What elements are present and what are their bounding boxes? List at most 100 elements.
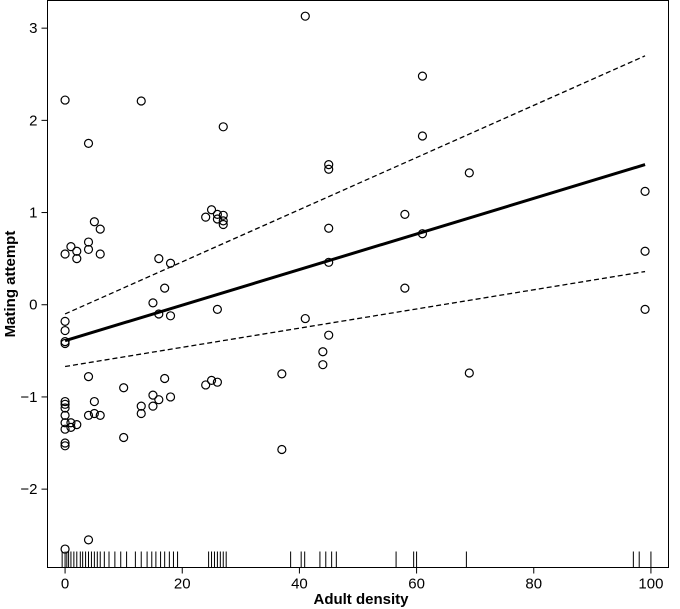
ci-lower-line — [64, 270, 646, 368]
data-point — [218, 219, 228, 230]
data-point — [60, 410, 70, 420]
data-point — [212, 304, 222, 314]
data-point — [324, 164, 334, 174]
data-point — [324, 330, 334, 340]
data-point — [400, 209, 410, 219]
data-point — [89, 217, 99, 227]
data-point — [60, 396, 70, 407]
data-point — [640, 186, 650, 196]
data-point — [89, 408, 99, 419]
data-point — [89, 396, 99, 407]
x-tick-label: 20 — [174, 576, 191, 593]
data-point — [66, 422, 76, 432]
data-point — [277, 444, 287, 455]
x-axis: 0 20 40 60 80 100 — [61, 567, 663, 593]
data-point — [318, 360, 328, 370]
data-point — [324, 223, 334, 233]
y-tick-label: −2 — [20, 481, 37, 498]
data-point — [60, 325, 70, 336]
y-tick-label: 0 — [29, 297, 37, 314]
data-point — [136, 96, 146, 106]
data-point — [148, 298, 158, 308]
data-point — [72, 246, 82, 256]
data-point — [60, 438, 70, 448]
data-point — [165, 258, 176, 268]
data-point — [300, 313, 310, 324]
data-point — [83, 138, 94, 149]
data-point — [66, 242, 76, 252]
x-tick-label: 0 — [61, 576, 69, 593]
data-point — [212, 377, 222, 387]
confidence-interval-lines — [64, 55, 646, 368]
regression-line-group — [64, 163, 646, 343]
x-tick-label: 100 — [638, 576, 663, 593]
data-point — [218, 216, 228, 226]
data-point — [464, 368, 474, 378]
data-point — [60, 249, 70, 259]
data-point — [154, 309, 164, 319]
x-axis-title: Adult density — [313, 591, 409, 608]
data-point — [72, 254, 82, 264]
data-point — [165, 392, 176, 402]
data-point — [154, 395, 164, 405]
data-point — [300, 11, 310, 21]
y-tick-label: −1 — [20, 389, 37, 406]
data-point — [60, 418, 70, 428]
data-point — [119, 383, 129, 393]
data-point — [277, 369, 287, 379]
data-point — [72, 419, 82, 430]
data-point — [400, 283, 410, 293]
data-point — [136, 401, 146, 411]
y-tick-label: 1 — [29, 205, 37, 222]
data-point — [60, 403, 70, 413]
data-point — [60, 316, 70, 326]
data-point — [212, 209, 222, 219]
y-axis: −2 −1 0 1 2 3 — [20, 20, 48, 498]
data-point — [417, 71, 428, 81]
x-tick-label: 80 — [525, 576, 542, 593]
data-point — [201, 380, 211, 390]
ci-upper-line — [64, 55, 646, 315]
data-point — [83, 237, 94, 247]
data-points — [60, 11, 650, 554]
data-point — [148, 401, 158, 411]
data-point — [218, 210, 228, 220]
x-tick-label: 60 — [408, 576, 425, 593]
rug-marks — [61, 551, 652, 568]
data-point — [206, 205, 217, 215]
y-tick-label: 2 — [29, 112, 37, 129]
data-point — [206, 375, 217, 385]
data-point — [160, 283, 170, 293]
regression-line — [64, 163, 646, 343]
data-point — [83, 244, 94, 255]
data-point — [83, 410, 94, 420]
data-point — [318, 347, 328, 357]
data-point — [154, 254, 164, 264]
data-point — [640, 246, 650, 256]
data-point — [66, 418, 76, 428]
data-point — [60, 399, 70, 409]
y-tick-label: 3 — [29, 20, 37, 37]
data-point — [60, 424, 70, 434]
data-point — [83, 372, 94, 382]
data-point — [417, 131, 428, 141]
data-point — [324, 257, 334, 267]
y-axis-title: Mating attempt — [2, 231, 19, 338]
data-point — [136, 408, 146, 419]
data-point — [95, 224, 105, 234]
data-point — [640, 304, 650, 314]
data-point — [464, 168, 474, 178]
data-point — [148, 390, 158, 400]
data-point — [324, 160, 334, 170]
data-point — [95, 410, 105, 420]
data-point — [417, 229, 428, 239]
data-point — [218, 122, 228, 132]
data-point — [160, 373, 170, 384]
data-point — [95, 249, 105, 259]
data-point — [60, 95, 70, 105]
plot-frame — [47, 0, 669, 568]
data-point — [60, 337, 70, 347]
data-point — [201, 212, 211, 222]
data-point — [60, 441, 70, 451]
